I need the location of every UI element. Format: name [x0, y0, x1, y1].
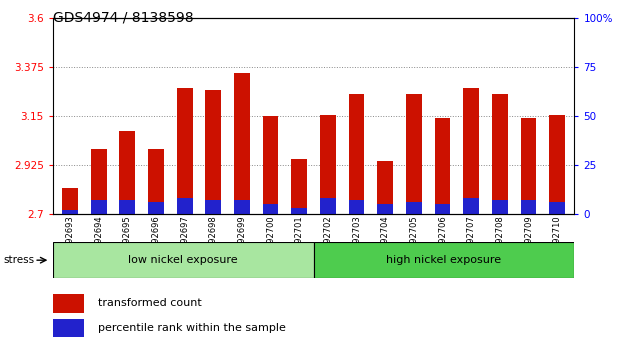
- Bar: [291, 159, 307, 214]
- Bar: [320, 115, 336, 214]
- Bar: [177, 87, 193, 214]
- Bar: [378, 204, 393, 214]
- Bar: [406, 94, 422, 214]
- Bar: [234, 73, 250, 214]
- Bar: [119, 200, 135, 214]
- Bar: [62, 210, 78, 214]
- Bar: [206, 200, 221, 214]
- Text: high nickel exposure: high nickel exposure: [386, 255, 502, 265]
- Bar: [148, 202, 164, 214]
- Bar: [263, 204, 278, 214]
- Bar: [463, 87, 479, 214]
- Bar: [320, 199, 336, 214]
- Bar: [435, 204, 450, 214]
- Bar: [53, 294, 84, 313]
- Bar: [148, 149, 164, 214]
- Bar: [520, 118, 537, 214]
- Bar: [550, 202, 565, 214]
- Bar: [291, 208, 307, 214]
- Bar: [463, 199, 479, 214]
- Bar: [435, 118, 450, 214]
- Text: GDS4974 / 8138598: GDS4974 / 8138598: [53, 11, 193, 25]
- Bar: [263, 116, 278, 214]
- Bar: [314, 242, 574, 278]
- Bar: [53, 319, 84, 337]
- Text: low nickel exposure: low nickel exposure: [129, 255, 238, 265]
- Text: stress: stress: [3, 255, 34, 265]
- Bar: [378, 161, 393, 214]
- Bar: [91, 149, 107, 214]
- Bar: [234, 200, 250, 214]
- Bar: [177, 199, 193, 214]
- Bar: [492, 200, 508, 214]
- Bar: [53, 242, 314, 278]
- Bar: [520, 200, 537, 214]
- Text: percentile rank within the sample: percentile rank within the sample: [98, 323, 286, 333]
- Bar: [406, 202, 422, 214]
- Bar: [119, 131, 135, 214]
- Bar: [492, 94, 508, 214]
- Bar: [349, 94, 365, 214]
- Text: transformed count: transformed count: [98, 298, 202, 308]
- Bar: [62, 188, 78, 214]
- Bar: [206, 90, 221, 214]
- Bar: [349, 200, 365, 214]
- Bar: [91, 200, 107, 214]
- Bar: [550, 115, 565, 214]
